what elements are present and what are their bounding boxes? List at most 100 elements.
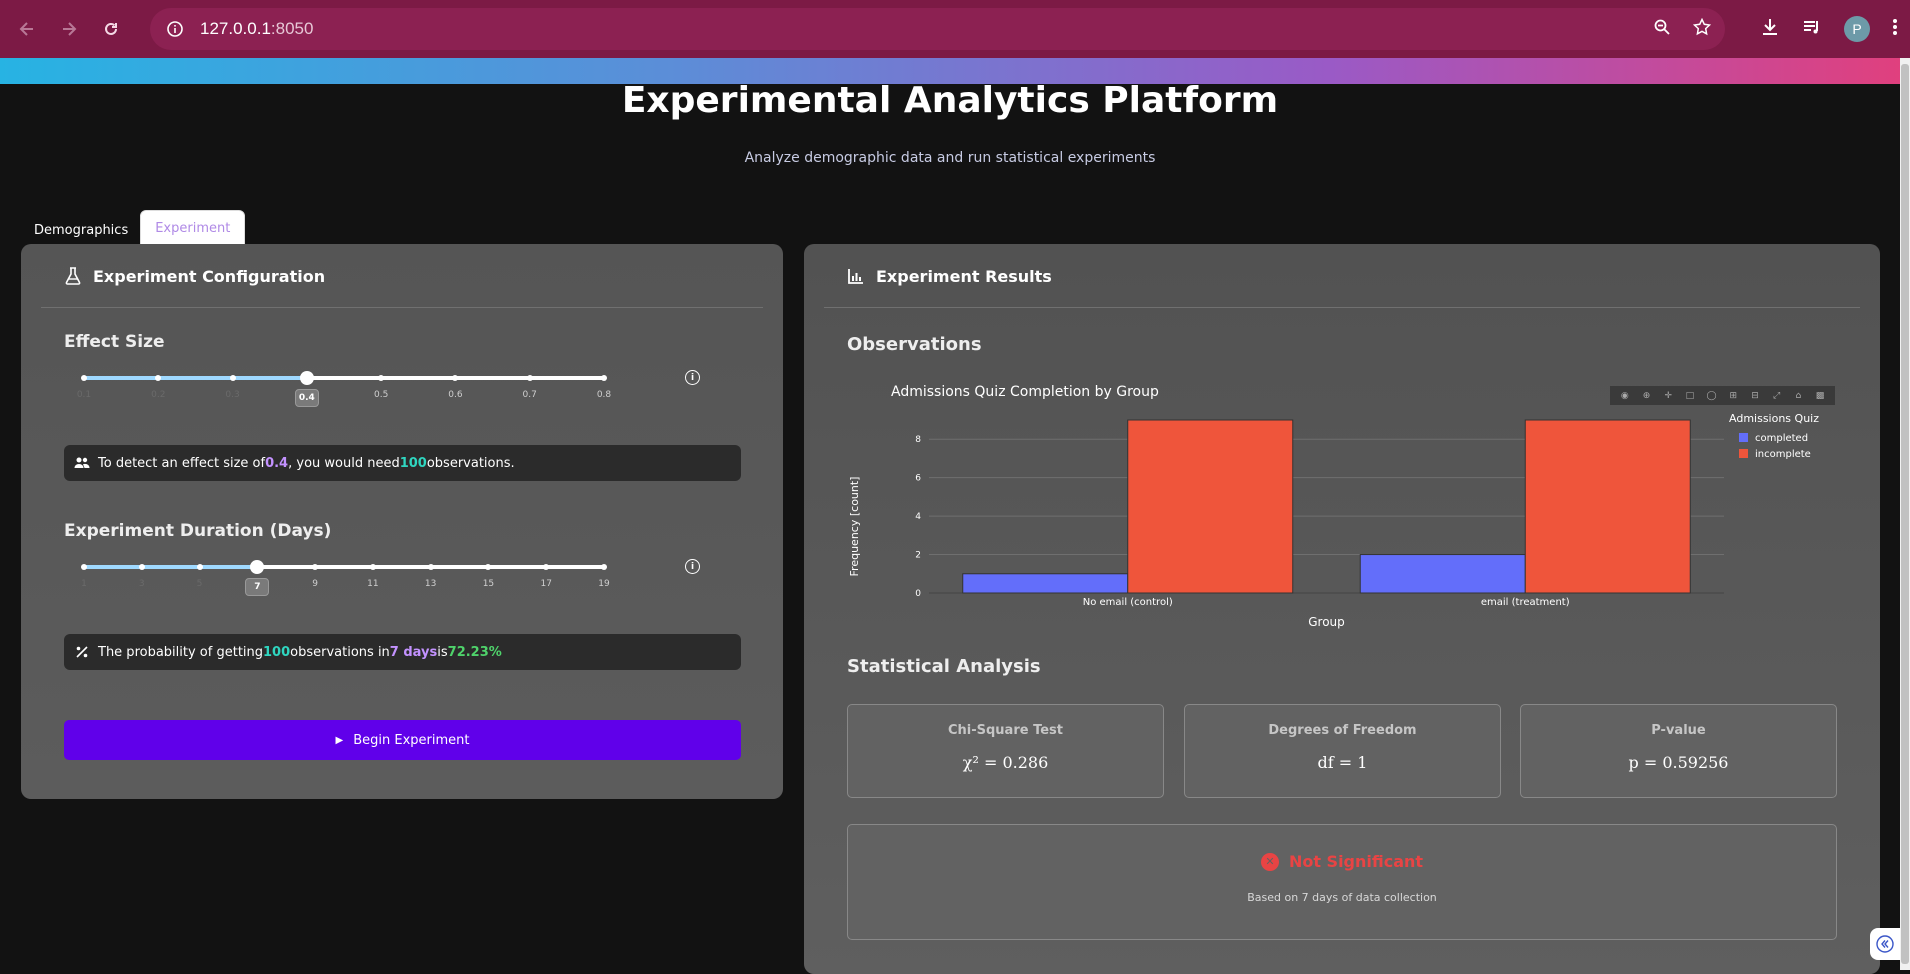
bar-completed-1 bbox=[1359, 554, 1526, 594]
download-icon[interactable] bbox=[1760, 17, 1780, 41]
slider-handle[interactable] bbox=[250, 560, 265, 574]
tab-experiment[interactable]: Experiment bbox=[140, 210, 246, 247]
slider-step-dot[interactable] bbox=[138, 564, 145, 570]
double-chevron-left-icon bbox=[1876, 935, 1894, 953]
chi-square-card: Chi-Square Test χ² = 0.286 bbox=[847, 704, 1164, 798]
statistical-analysis-title: Statistical Analysis bbox=[847, 656, 1041, 677]
slider-step-dot[interactable] bbox=[81, 375, 87, 381]
page-subtitle: Analyze demographic data and run statist… bbox=[744, 150, 1156, 166]
slider-step-dot[interactable] bbox=[601, 564, 607, 570]
p-value-value: p = 0.59256 bbox=[1628, 753, 1729, 772]
slider-tick-label: 11 bbox=[367, 579, 379, 589]
forward-icon[interactable] bbox=[54, 14, 84, 44]
effect-size-title: Effect Size bbox=[64, 332, 165, 352]
profile-avatar[interactable]: P bbox=[1844, 16, 1870, 42]
plotly-logo-icon[interactable]: ▩ bbox=[1815, 390, 1825, 401]
page-title: Experimental Analytics Platform bbox=[621, 80, 1279, 121]
slider-tick-label: 0.6 bbox=[448, 390, 463, 400]
header-gradient-bar bbox=[0, 58, 1900, 84]
effect-size-info-icon[interactable]: i bbox=[685, 370, 700, 385]
site-info-icon[interactable] bbox=[164, 18, 186, 40]
menu-kebab-icon[interactable] bbox=[1892, 17, 1898, 41]
slider-step-dot[interactable] bbox=[369, 564, 376, 570]
significance-status: ✕ Not Significant bbox=[848, 852, 1836, 871]
legend-swatch-incomplete bbox=[1739, 449, 1748, 458]
slider-tick-label: 19 bbox=[598, 579, 610, 589]
duration-title: Experiment Duration (Days) bbox=[64, 521, 332, 541]
slider-fill bbox=[84, 565, 258, 569]
slider-step-dot[interactable] bbox=[196, 564, 203, 570]
slider-tick-label: 3 bbox=[138, 579, 145, 589]
duration-slider[interactable]: 1 3 5 9 11 13 15 17 19 7 bbox=[81, 557, 610, 597]
camera-icon[interactable]: ◉ bbox=[1620, 390, 1629, 401]
flask-icon bbox=[63, 266, 83, 286]
slider-tick-label: 0.8 bbox=[596, 390, 612, 400]
slider-tick-label: 0.2 bbox=[151, 390, 166, 400]
autoscale-icon[interactable]: ⤢ bbox=[1773, 390, 1781, 401]
slider-tick-label: 0.1 bbox=[76, 390, 92, 400]
media-queue-icon[interactable] bbox=[1802, 17, 1822, 41]
slider-tick-label: 0.3 bbox=[225, 390, 240, 400]
tab-demographics[interactable]: Demographics bbox=[34, 223, 129, 238]
box-select-icon[interactable]: □ bbox=[1685, 390, 1695, 401]
slider-step-dot[interactable] bbox=[452, 375, 459, 381]
zoom-out-icon[interactable]: ⊟ bbox=[1751, 390, 1759, 401]
effect-size-slider[interactable]: 0.1 0.2 0.3 0.5 0.6 0.7 0.8 0.4 bbox=[77, 368, 611, 408]
experiment-configuration-panel: Experiment Configuration bbox=[21, 244, 783, 799]
slider-tick-label: 1 bbox=[81, 579, 87, 589]
slider-step-dot[interactable] bbox=[312, 564, 319, 570]
results-divider bbox=[824, 307, 1860, 308]
slider-step-dot[interactable] bbox=[155, 375, 162, 381]
y-tick-label: 2 bbox=[915, 551, 921, 561]
lasso-select-icon[interactable]: ◯ bbox=[1706, 390, 1717, 401]
slider-tick-label: 5 bbox=[196, 579, 203, 589]
back-icon[interactable] bbox=[12, 14, 42, 44]
effect-note-effect: 0.4 bbox=[265, 455, 289, 471]
reset-axes-icon[interactable]: ⌂ bbox=[1795, 390, 1802, 401]
bookmark-star-icon[interactable] bbox=[1692, 17, 1712, 40]
zoom-icon[interactable] bbox=[1653, 18, 1671, 40]
duration-note-prob: 72.23% bbox=[447, 644, 502, 660]
observations-bar-chart: Admissions Quiz Completion by Group 0 2 4 6 8… bbox=[848, 384, 1819, 629]
duration-note-mid: observations in bbox=[290, 644, 390, 660]
slider-step-dot[interactable] bbox=[378, 375, 385, 381]
url-host: 127.0.0.1 bbox=[200, 19, 271, 38]
chi-square-value: χ² = 0.286 bbox=[962, 753, 1049, 772]
degrees-of-freedom-card: Degrees of Freedom df = 1 bbox=[1184, 704, 1501, 798]
slider-step-dot[interactable] bbox=[485, 564, 492, 570]
slider-track[interactable] bbox=[84, 376, 604, 380]
slider-step-dot[interactable] bbox=[81, 564, 87, 570]
y-tick-label: 0 bbox=[915, 589, 921, 599]
page-scrollbar[interactable] bbox=[1900, 58, 1910, 970]
address-bar[interactable]: 127.0.0.1:8050 bbox=[150, 8, 1725, 50]
y-tick-label: 6 bbox=[915, 474, 921, 484]
scrollbar-thumb[interactable] bbox=[1901, 64, 1909, 964]
pan-icon[interactable]: ✛ bbox=[1664, 390, 1672, 401]
significance-label: Not Significant bbox=[1288, 852, 1424, 871]
begin-experiment-button[interactable]: ▶ Begin Experiment bbox=[64, 720, 741, 760]
browser-toolbar: 127.0.0.1:8050 P bbox=[0, 0, 1910, 58]
y-tick-label: 8 bbox=[915, 435, 921, 445]
chi-square-label: Chi-Square Test bbox=[947, 723, 1063, 738]
percent-icon bbox=[74, 646, 90, 658]
duration-info-icon[interactable]: i bbox=[685, 559, 700, 574]
effect-note-pre: To detect an effect size of bbox=[98, 455, 266, 471]
df-label: Degrees of Freedom bbox=[1268, 723, 1417, 738]
slider-handle[interactable] bbox=[299, 371, 314, 385]
zoom-chart-icon[interactable]: ⊕ bbox=[1642, 390, 1651, 401]
slider-step-dot[interactable] bbox=[229, 375, 236, 381]
slider-tick-label: 17 bbox=[540, 579, 552, 589]
slider-step-dot[interactable] bbox=[526, 375, 533, 381]
slider-track[interactable] bbox=[84, 565, 604, 569]
chart-modebar: ◉ ⊕ ✛ □ ◯ ⊞ ⊟ ⤢ ⌂ ▩ bbox=[1610, 386, 1835, 405]
zoom-in-icon[interactable]: ⊞ bbox=[1729, 390, 1738, 401]
config-heading: Experiment Configuration bbox=[93, 266, 326, 286]
slider-step-dot[interactable] bbox=[427, 564, 434, 570]
legend-label-incomplete: incomplete bbox=[1755, 449, 1811, 460]
config-header: Experiment Configuration bbox=[21, 244, 325, 308]
collapse-sidebar-button[interactable] bbox=[1870, 928, 1900, 960]
chart-title: Admissions Quiz Completion by Group bbox=[891, 384, 1159, 400]
slider-step-dot[interactable] bbox=[543, 564, 550, 570]
slider-step-dot[interactable] bbox=[601, 375, 607, 381]
reload-icon[interactable] bbox=[96, 14, 126, 44]
